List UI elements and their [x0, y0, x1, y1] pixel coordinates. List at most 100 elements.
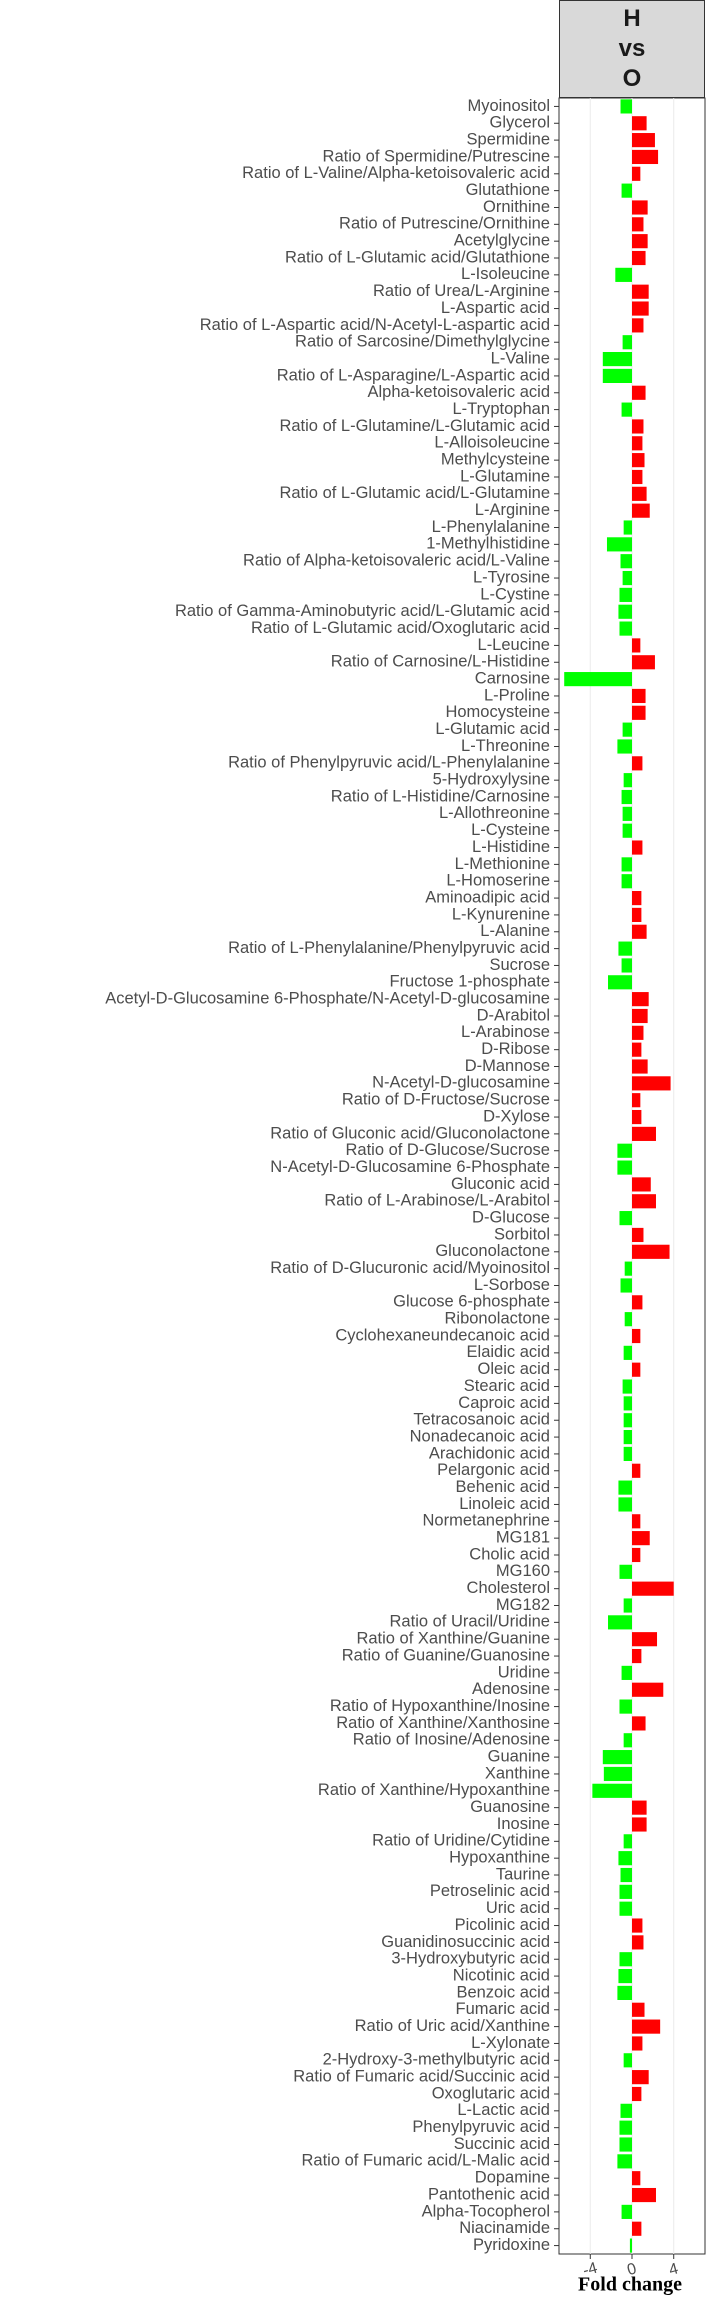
y-tick-label: Phenylpyruvic acid	[412, 2118, 550, 2136]
bar	[632, 234, 648, 249]
bar	[622, 1379, 632, 1394]
y-tick-label: L-Glutamine	[460, 467, 550, 485]
y-tick-label: 2-Hydroxy-3-methylbutyric acid	[323, 2051, 550, 2069]
y-tick-label: Glucose 6-phosphate	[393, 1293, 550, 1311]
y-tick-label: 1-Methylhistidine	[426, 535, 550, 553]
y-tick-label: L-Valine	[491, 349, 550, 367]
y-tick-label: Ratio of L-Glutamic acid/Glutathione	[285, 248, 550, 266]
bar	[621, 1665, 632, 1680]
bar	[620, 1278, 632, 1293]
bar	[618, 1480, 632, 1495]
bar	[619, 1564, 632, 1579]
y-tick-label: Ratio of Gluconic acid/Gluconolactone	[270, 1124, 550, 1142]
y-tick-label: L-Aspartic acid	[441, 299, 550, 317]
bar	[564, 672, 632, 687]
bar	[621, 2204, 632, 2219]
bar	[621, 402, 632, 417]
y-tick-label: Gluconolactone	[435, 1242, 550, 1260]
bar	[632, 1648, 642, 1664]
y-tick-label: Ratio of D-Glucose/Sucrose	[345, 1141, 550, 1159]
y-tick-label: Sucrose	[489, 956, 550, 974]
bar	[623, 1345, 632, 1360]
bar	[623, 1446, 632, 1461]
bar	[622, 806, 632, 821]
y-tick-label: Pyridoxine	[473, 2236, 550, 2254]
bar	[620, 554, 632, 569]
bar	[632, 2019, 661, 2034]
y-tick-label: D-Ribose	[481, 1040, 550, 1058]
bar	[632, 200, 648, 215]
y-tick-label: Guanine	[488, 1747, 550, 1765]
y-tick-label: L-Homoserine	[446, 872, 550, 890]
y-tick-label: Ratio of Spermidine/Putrescine	[323, 147, 550, 165]
bar	[632, 469, 643, 485]
y-tick-label: Ratio of L-Histidine/Carnosine	[331, 787, 550, 805]
y-tick-label: Oleic acid	[478, 1360, 550, 1378]
y-tick-label: 5-Hydroxylysine	[433, 771, 550, 789]
y-tick-label: Ratio of Gamma-Aminobutyric acid/L-Gluta…	[175, 602, 550, 620]
bar	[632, 1008, 648, 1024]
bar	[618, 1969, 632, 1984]
bar	[632, 1581, 674, 1596]
y-tick-label: Glycerol	[489, 114, 550, 132]
y-tick-label: Taurine	[496, 1865, 550, 1883]
bar	[632, 638, 641, 653]
y-tick-label: Ratio of Putrescine/Ornithine	[339, 215, 550, 233]
bar	[624, 1261, 632, 1276]
bar	[621, 183, 632, 198]
bar	[622, 823, 632, 838]
bar	[632, 705, 646, 720]
bar	[632, 688, 646, 704]
y-tick-label: L-Arginine	[475, 501, 550, 519]
bar	[632, 1194, 656, 1209]
y-tick-label: L-Methionine	[455, 855, 550, 873]
y-tick-label: Uric acid	[486, 1899, 550, 1917]
bar	[620, 2103, 632, 2118]
y-tick-label: Ratio of Alpha-ketoisovaleric acid/L-Val…	[243, 552, 550, 570]
bar	[620, 99, 632, 114]
y-tick-label: Alpha-Tocopherol	[422, 2202, 550, 2220]
bar	[632, 1328, 641, 1344]
y-tick-label: Ratio of Fumaric acid/Succinic acid	[293, 2068, 550, 2086]
y-tick-label: L-Glutamic acid	[435, 720, 550, 738]
bar	[632, 133, 655, 148]
y-tick-label: L-Kynurenine	[452, 905, 550, 923]
bar	[615, 267, 632, 282]
y-tick-label: L-Proline	[484, 686, 550, 704]
y-tick-label: L-Histidine	[472, 838, 550, 856]
bar	[618, 1851, 632, 1866]
y-tick-label: Alpha-ketoisovaleric acid	[367, 383, 550, 401]
y-tick-label: Carnosine	[475, 669, 550, 687]
bar	[621, 958, 632, 973]
bar	[621, 857, 632, 872]
bar	[632, 1800, 647, 1815]
bar	[632, 1935, 644, 1950]
bar	[632, 992, 649, 1007]
bar	[602, 1750, 632, 1765]
bar	[620, 1867, 632, 1883]
bar	[619, 587, 632, 602]
bar	[632, 301, 649, 316]
y-tick-label: Ratio of L-Valine/Alpha-ketoisovaleric a…	[242, 164, 550, 182]
y-tick-label: 3-Hydroxybutyric acid	[391, 1950, 550, 1968]
y-tick-label: L-Tryptophan	[452, 400, 550, 418]
y-tick-label: Gluconic acid	[451, 1175, 550, 1193]
bar	[622, 722, 632, 737]
bar	[632, 486, 647, 501]
bar	[632, 907, 642, 922]
y-tick-label: Ratio of D-Fructose/Sucrose	[342, 1091, 550, 1109]
y-tick-label: Tetracosanoic acid	[413, 1411, 550, 1429]
bar	[629, 2238, 632, 2253]
bar	[602, 368, 632, 383]
y-tick-label: L-Cysteine	[471, 821, 550, 839]
bar	[608, 1615, 632, 1630]
y-tick-label: Ratio of Uridine/Cytidine	[372, 1832, 550, 1850]
bar	[632, 2036, 643, 2051]
bar	[617, 739, 632, 754]
bar	[632, 453, 645, 468]
bar	[606, 537, 632, 552]
y-tick-label: L-Alanine	[480, 922, 550, 940]
y-tick-label: Ratio of L-Aspartic acid/N-Acetyl-L-aspa…	[200, 316, 550, 334]
y-tick-label: Oxoglutaric acid	[432, 2084, 550, 2102]
